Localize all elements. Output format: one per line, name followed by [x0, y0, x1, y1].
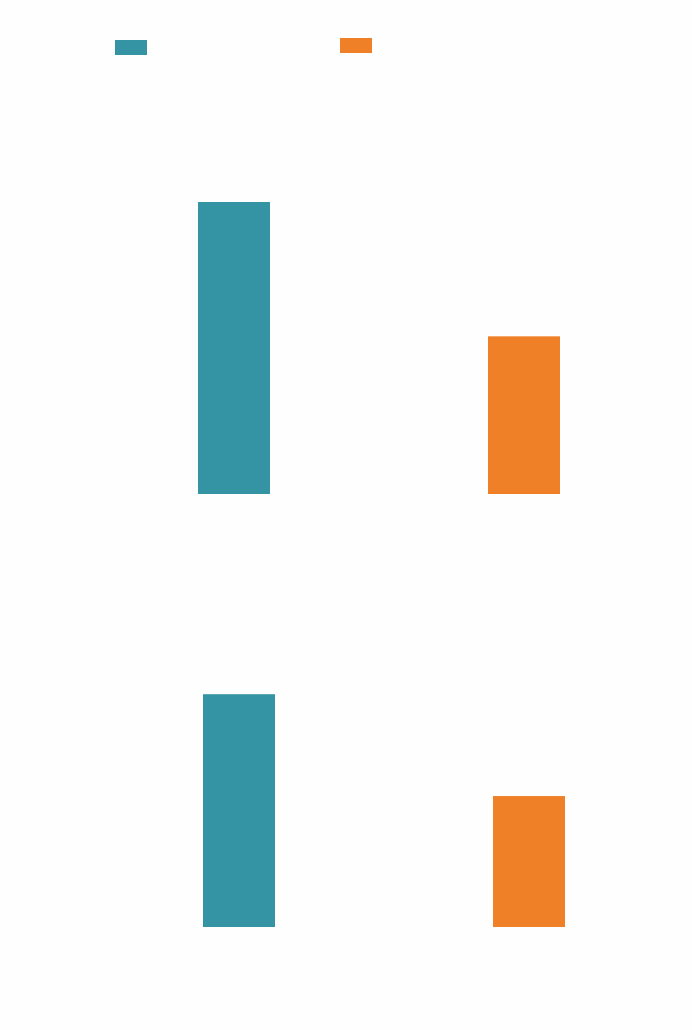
bar-chart-panel-bottom	[203, 694, 565, 927]
bar-chart-panel-top	[198, 202, 560, 494]
bar-panel1-series1	[198, 202, 270, 494]
bar-panel1-series2	[488, 336, 560, 494]
legend-swatch-2	[340, 38, 372, 53]
bar-panel2-series1	[203, 694, 275, 927]
legend	[115, 38, 372, 55]
legend-swatch-1	[115, 40, 147, 55]
bar-panel2-series2	[493, 796, 565, 927]
